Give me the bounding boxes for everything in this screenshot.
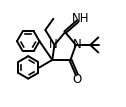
Text: NH: NH [72,12,90,25]
Text: N: N [73,38,82,51]
Text: N: N [49,38,58,51]
Text: O: O [72,73,82,86]
